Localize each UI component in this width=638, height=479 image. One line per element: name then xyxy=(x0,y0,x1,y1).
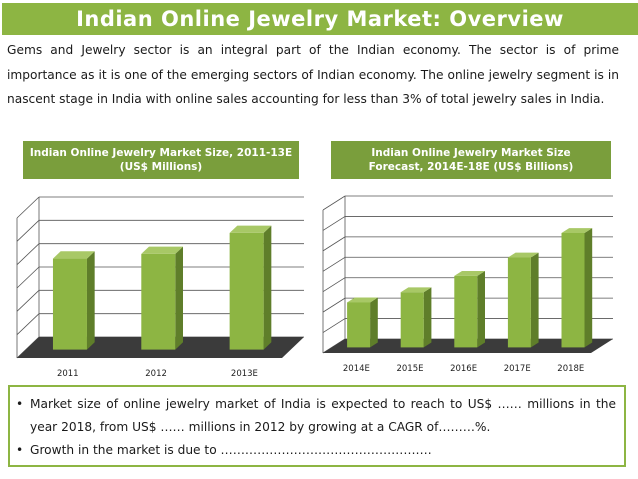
bar-top xyxy=(347,297,378,303)
gridline-side xyxy=(322,318,346,333)
bar-side xyxy=(530,252,539,348)
gridline-side xyxy=(16,266,40,289)
gridline-side xyxy=(16,313,40,335)
intro-paragraph: Gems and Jewelry sector is an integral p… xyxy=(7,43,619,106)
bar xyxy=(454,275,478,348)
gridline-side xyxy=(322,256,346,272)
bar xyxy=(561,233,585,348)
page-title: Indian Online Jewelry Market: Overview xyxy=(76,7,564,31)
gridline-side xyxy=(16,196,40,219)
bar-side xyxy=(584,228,593,348)
bullet-growth: Growth in the market is due to ………………………… xyxy=(16,439,616,462)
x-tick-label: 2013E xyxy=(231,369,258,379)
bar xyxy=(141,253,176,350)
bar-side xyxy=(423,287,432,348)
bar-top xyxy=(507,252,539,258)
x-tick-label: 2017E xyxy=(504,364,531,374)
chart-forecast: 2014E 2015E 2016E 2017E 2018E xyxy=(322,195,613,374)
chart-title-forecast: Indian Online Jewelry Market Size Foreca… xyxy=(331,141,611,179)
gridline-side xyxy=(322,236,346,252)
gridline-side xyxy=(322,195,346,211)
bar xyxy=(52,258,87,350)
x-tick-label: 2018E xyxy=(557,364,584,374)
bar-side xyxy=(86,251,95,350)
bar-top xyxy=(229,225,272,233)
summary-box: Market size of online jewelry market of … xyxy=(8,385,626,467)
chart-title-line-1: Indian Online Jewelry Market Size, 2011-… xyxy=(29,147,293,159)
chart-panel-market-size: Indian Online Jewelry Market Size, 2011-… xyxy=(7,139,313,381)
bar xyxy=(507,257,531,348)
gridline-side xyxy=(322,277,346,293)
chart-market-size: 2011 2012 2013E xyxy=(16,196,304,379)
bar-side xyxy=(370,297,378,348)
bullet-market-size: Market size of online jewelry market of … xyxy=(16,393,616,439)
bar xyxy=(347,302,371,348)
x-tick-label: 2012 xyxy=(145,369,167,379)
gridline-side xyxy=(16,290,40,312)
gridline-side xyxy=(322,216,346,231)
bar-top xyxy=(400,287,432,293)
title-bar: Indian Online Jewelry Market: Overview xyxy=(2,3,638,35)
x-tick-label: 2011 xyxy=(57,369,79,379)
bar-top xyxy=(141,246,183,254)
chart-panel-forecast: Indian Online Jewelry Market Size Foreca… xyxy=(315,139,625,381)
bar-top xyxy=(561,228,593,233)
gridline-side xyxy=(16,243,40,265)
bar-side xyxy=(263,225,272,350)
bar-side xyxy=(175,246,183,350)
chart-title-market-size: Indian Online Jewelry Market Size, 2011-… xyxy=(23,141,299,179)
x-tick-label: 2016E xyxy=(450,364,477,374)
bar-top xyxy=(454,271,485,276)
gridline-side xyxy=(16,220,40,242)
bar xyxy=(400,292,424,348)
x-tick-label: 2015E xyxy=(396,364,423,374)
chart-title-line-2: Forecast, 2014E-18E (US$ Billions) xyxy=(368,161,574,173)
bar-top xyxy=(52,251,95,259)
gridline-side xyxy=(322,297,346,313)
chart-title-line-2: (US$ Millions) xyxy=(119,161,203,173)
bar xyxy=(229,232,264,350)
bar-side xyxy=(477,271,485,348)
x-tick-label: 2014E xyxy=(343,364,370,374)
chart-title-line-1: Indian Online Jewelry Market Size xyxy=(371,147,571,159)
